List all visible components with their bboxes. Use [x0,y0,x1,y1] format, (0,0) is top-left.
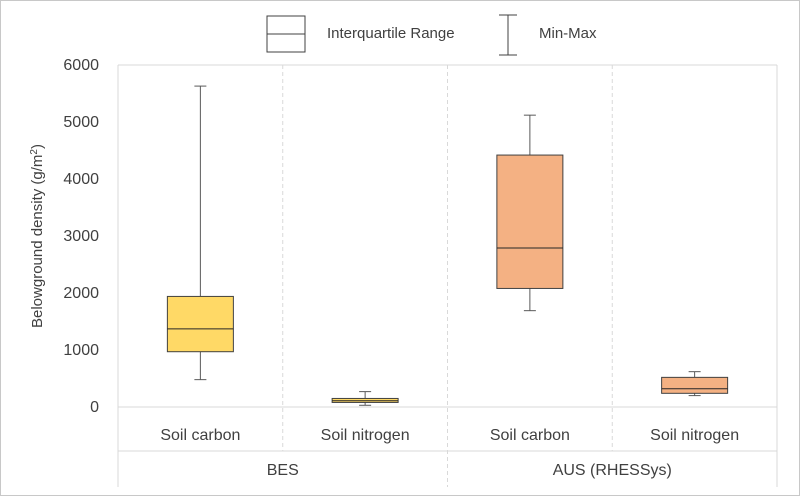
legend: Interquartile Range Min-Max [266,14,597,56]
y-tick-label: 6000 [63,57,99,74]
y-tick-label: 3000 [63,228,99,245]
category-label: Soil nitrogen [321,427,410,444]
iqr-box [661,376,729,394]
y-axis-title-end: ) [29,144,46,149]
y-tick-label: 1000 [63,342,99,359]
y-axis-title-main: Belowground density (g/m [29,155,46,328]
category-label: Soil carbon [490,427,570,444]
iqr-box [166,295,234,353]
group-label: BES [267,462,299,479]
y-tick-label: 5000 [63,114,99,131]
plot-area: 0 1000 2000 3000 4000 5000 6000 Soil carbon Soil… [63,57,778,487]
category-label: Soil carbon [160,427,240,444]
legend-iqr-label: Interquartile Range [327,25,455,42]
y-axis-title-sup: 2 [29,149,40,155]
y-axis-title: Belowground density (g/m2) [29,144,47,328]
group-label: AUS (RHESSys) [553,462,672,479]
iqr-box [496,154,564,289]
y-tick-label: 0 [90,399,99,416]
category-label: Soil nitrogen [650,427,739,444]
y-tick-label: 2000 [63,285,99,302]
y-tick-label: 4000 [63,171,99,188]
legend-minmax-label: Min-Max [539,25,597,42]
